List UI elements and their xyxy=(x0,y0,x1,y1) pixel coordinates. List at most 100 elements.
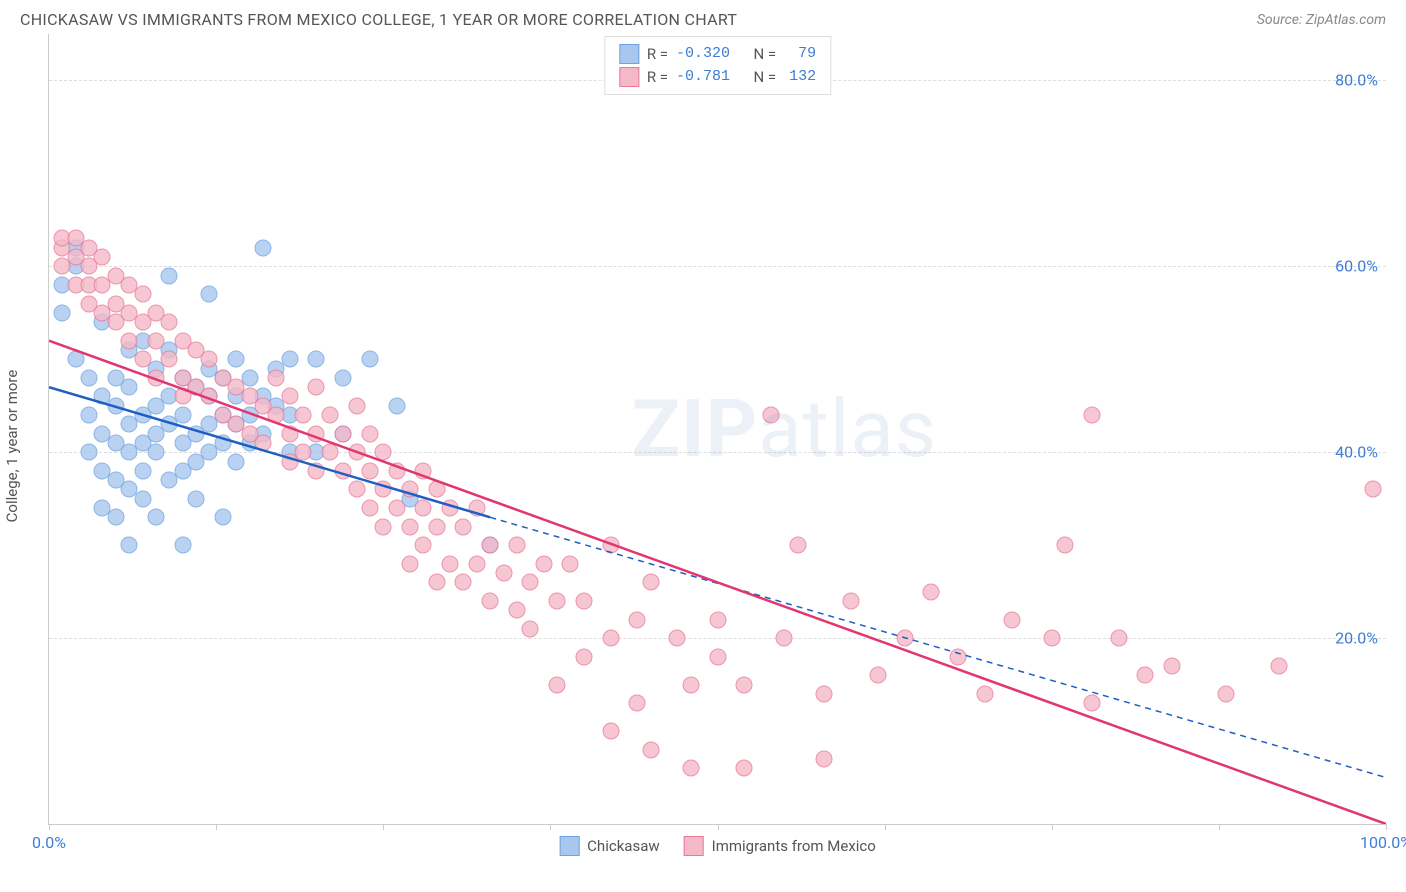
data-point xyxy=(201,388,218,405)
data-point xyxy=(415,462,432,479)
legend-item: Immigrants from Mexico xyxy=(684,836,876,856)
data-point xyxy=(295,444,312,461)
legend-label: Immigrants from Mexico xyxy=(712,837,876,855)
x-tick xyxy=(885,824,886,830)
data-point xyxy=(682,760,699,777)
data-point xyxy=(575,592,592,609)
legend-swatch xyxy=(619,44,639,64)
data-point xyxy=(348,481,365,498)
data-point xyxy=(642,741,659,758)
data-point xyxy=(508,602,525,619)
data-point xyxy=(54,304,71,321)
data-point xyxy=(575,648,592,665)
data-point xyxy=(281,351,298,368)
x-tick xyxy=(1052,824,1053,830)
data-point xyxy=(174,407,191,424)
data-point xyxy=(147,369,164,386)
data-point xyxy=(401,555,418,572)
data-point xyxy=(428,574,445,591)
data-point xyxy=(522,574,539,591)
legend-swatch xyxy=(684,836,704,856)
data-point xyxy=(1110,630,1127,647)
data-point xyxy=(816,685,833,702)
x-tick-label: 100.0% xyxy=(1360,833,1406,852)
data-point xyxy=(134,286,151,303)
data-point xyxy=(121,537,138,554)
data-point xyxy=(348,397,365,414)
data-point xyxy=(495,565,512,582)
data-point xyxy=(1364,481,1381,498)
data-point xyxy=(428,518,445,535)
chart-title: CHICKASAW VS IMMIGRANTS FROM MEXICO COLL… xyxy=(20,10,737,29)
legend-item: Chickasaw xyxy=(559,836,659,856)
data-point xyxy=(736,760,753,777)
data-point xyxy=(602,723,619,740)
data-point xyxy=(295,407,312,424)
data-point xyxy=(268,407,285,424)
data-point xyxy=(361,462,378,479)
data-point xyxy=(174,537,191,554)
gridline xyxy=(49,452,1386,453)
data-point xyxy=(214,509,231,526)
x-tick xyxy=(1386,824,1387,830)
data-point xyxy=(107,509,124,526)
legend-top-row: R =-0.781 N =132 xyxy=(619,66,816,89)
data-point xyxy=(776,630,793,647)
data-point xyxy=(816,750,833,767)
data-point xyxy=(468,500,485,517)
data-point xyxy=(67,351,84,368)
data-point xyxy=(1217,685,1234,702)
data-point xyxy=(669,630,686,647)
data-point xyxy=(335,425,352,442)
data-point xyxy=(976,685,993,702)
data-point xyxy=(228,351,245,368)
data-point xyxy=(401,518,418,535)
x-tick xyxy=(216,824,217,830)
data-point xyxy=(214,434,231,451)
data-point xyxy=(468,555,485,572)
data-point xyxy=(375,444,392,461)
data-point xyxy=(188,490,205,507)
data-point xyxy=(508,537,525,554)
data-point xyxy=(415,537,432,554)
data-point xyxy=(308,425,325,442)
data-point xyxy=(147,444,164,461)
data-point xyxy=(1003,611,1020,628)
data-point xyxy=(161,314,178,331)
data-point xyxy=(361,500,378,517)
data-point xyxy=(1164,658,1181,675)
data-point xyxy=(201,351,218,368)
data-point xyxy=(950,648,967,665)
data-point xyxy=(843,592,860,609)
x-tick xyxy=(1219,824,1220,830)
data-point xyxy=(81,444,98,461)
data-point xyxy=(81,407,98,424)
data-point xyxy=(281,425,298,442)
data-point xyxy=(375,518,392,535)
series-legend: Chickasaw Immigrants from Mexico xyxy=(559,836,876,856)
data-point xyxy=(388,462,405,479)
data-point xyxy=(134,490,151,507)
data-point xyxy=(147,509,164,526)
data-point xyxy=(335,462,352,479)
data-point xyxy=(1043,630,1060,647)
data-point xyxy=(629,695,646,712)
data-point xyxy=(228,453,245,470)
data-point xyxy=(1137,667,1154,684)
y-tick-label: 20.0% xyxy=(1335,629,1378,648)
x-tick xyxy=(550,824,551,830)
data-point xyxy=(388,500,405,517)
data-point xyxy=(682,676,699,693)
source-label: Source: ZipAtlas.com xyxy=(1257,12,1386,28)
data-point xyxy=(442,555,459,572)
y-tick-label: 60.0% xyxy=(1335,257,1378,276)
data-point xyxy=(1057,537,1074,554)
x-tick xyxy=(718,824,719,830)
data-point xyxy=(789,537,806,554)
x-tick xyxy=(49,824,50,830)
correlation-legend: R =-0.320 N =79 R =-0.781 N =132 xyxy=(604,36,831,95)
data-point xyxy=(923,583,940,600)
data-point xyxy=(268,369,285,386)
data-point xyxy=(869,667,886,684)
data-point xyxy=(428,481,445,498)
